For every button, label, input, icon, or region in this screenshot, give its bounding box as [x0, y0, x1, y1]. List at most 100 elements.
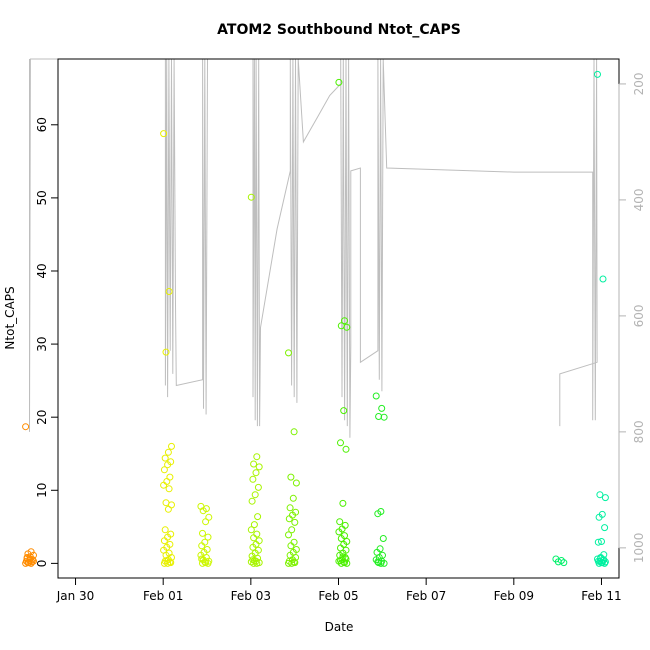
data-point: [249, 543, 257, 551]
data-point: [287, 542, 295, 550]
x-tick-label: Feb 03: [231, 589, 271, 603]
data-point: [598, 538, 605, 545]
data-point: [335, 78, 343, 86]
data-point: [253, 453, 261, 461]
data-point: [339, 499, 347, 507]
data-point: [255, 537, 263, 545]
data-point: [343, 323, 351, 331]
data-point: [291, 518, 299, 526]
data-point: [339, 553, 347, 561]
data-point: [380, 413, 388, 421]
data-point: [248, 497, 256, 505]
data-point: [288, 526, 296, 534]
data-point: [285, 531, 292, 539]
data-point: [342, 445, 350, 453]
data-point: [251, 491, 259, 499]
data-point: [290, 538, 298, 546]
data-points: [22, 70, 609, 567]
data-point: [250, 534, 258, 542]
data-point: [198, 555, 206, 563]
y-axis-label: Ntot_CAPS: [3, 286, 17, 349]
data-point: [254, 483, 262, 491]
data-point: [560, 559, 568, 567]
data-point: [165, 288, 173, 295]
data-point: [253, 530, 261, 538]
data-point: [336, 518, 344, 526]
data-point: [285, 515, 293, 523]
data-point: [594, 538, 602, 546]
data-point: [597, 554, 605, 562]
data-point: [287, 473, 295, 481]
y-tick-label: 20: [35, 410, 49, 425]
data-point: [202, 518, 210, 526]
x-axis: Jan 30 Feb 01 Feb 03 Feb 05 Feb 07 Feb 09 Feb …: [56, 577, 622, 603]
data-point: [250, 460, 258, 468]
data-point: [594, 70, 601, 78]
data-point: [161, 526, 169, 534]
data-point: [247, 193, 255, 201]
data-point: [27, 559, 35, 567]
data-point: [165, 485, 173, 493]
x-tick-label: Jan 30: [56, 589, 95, 603]
data-point: [247, 526, 255, 534]
data-point: [380, 559, 388, 567]
data-point: [601, 524, 609, 532]
y2-tick-label: 200: [632, 72, 646, 95]
data-point: [374, 558, 382, 566]
data-point: [601, 494, 609, 502]
x-tick-label: Feb 05: [318, 589, 358, 603]
data-point: [254, 513, 262, 521]
data-point: [164, 461, 172, 469]
data-point: [286, 504, 294, 512]
data-point: [164, 505, 172, 513]
y-tick-label: 50: [35, 190, 49, 205]
data-point: [255, 559, 263, 567]
y-tick-label: 0: [35, 560, 49, 568]
data-point: [164, 448, 172, 456]
data-point: [198, 542, 206, 550]
secondary-y-axis: 200 400 600 800 1000: [618, 72, 646, 563]
data-point: [23, 554, 31, 561]
y-tick-label: 30: [35, 336, 49, 351]
data-point: [199, 529, 206, 537]
chart-title: ATOM2 Southbound Ntot_CAPS: [217, 22, 461, 38]
data-point: [204, 559, 212, 567]
data-point: [340, 407, 348, 415]
data-point: [595, 513, 603, 521]
data-point: [250, 521, 258, 529]
data-point: [162, 348, 170, 356]
data-point: [379, 535, 387, 542]
data-point: [285, 349, 292, 357]
data-point: [601, 559, 609, 567]
y2-tick-label: 600: [632, 304, 646, 327]
data-point: [249, 556, 257, 564]
data-point: [292, 479, 300, 487]
y-tick-label: 60: [35, 117, 49, 132]
y-tick-label: 10: [35, 483, 49, 498]
data-point: [22, 423, 30, 431]
data-point: [337, 535, 345, 542]
data-point: [290, 428, 298, 436]
data-point: [378, 404, 386, 412]
y-tick-label: 40: [35, 263, 49, 278]
x-tick-label: Feb 09: [494, 589, 534, 603]
data-point: [160, 466, 168, 474]
data-point: [335, 528, 343, 536]
data-point: [160, 537, 168, 545]
plot-frame: [57, 58, 620, 579]
data-point: [160, 481, 168, 489]
data-point: [290, 558, 298, 566]
x-tick-label: Feb 01: [143, 589, 183, 603]
data-point: [596, 491, 604, 499]
data-point: [374, 510, 382, 518]
y2-tick-label: 800: [632, 420, 646, 443]
y2-tick-label: 400: [632, 188, 646, 211]
y-axis: 0 10 20 30 40 50 60: [35, 117, 59, 568]
data-point: [255, 463, 263, 471]
data-point: [337, 439, 344, 447]
altitude-line: [29, 58, 598, 438]
data-point: [372, 392, 380, 400]
data-point: [204, 533, 212, 541]
altitude-track: [29, 58, 598, 438]
